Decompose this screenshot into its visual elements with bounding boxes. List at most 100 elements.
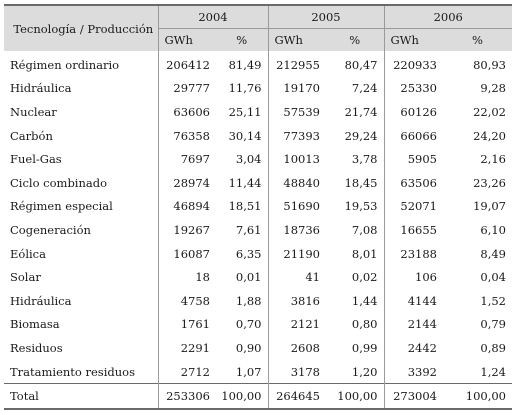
cell-gwh: 2608 [290,340,320,355]
cell-gwh: 253306 [158,383,216,410]
header-label: Tecnología / Producción [4,4,159,51]
cell-percent: 7,08 [326,218,385,242]
cell-percent: 100,00 [443,383,512,410]
table-row: Cogeneración 19267 7,61 18736 7,08 16655 6,10 [4,218,512,242]
unit-pct-2006: % [443,28,512,51]
cell-gwh: 18736 [283,222,320,237]
cell-percent: 0,79 [480,317,506,332]
cell-gwh: 7697 [180,152,210,167]
year-2005-header: 2005 [268,4,385,29]
cell-gwh: 206412 [166,57,210,72]
cell-gwh: 2442 [407,340,437,355]
unit-gwh-2004: GWh [158,28,216,51]
table-row: Hidráulica 4758 1,88 3816 1,44 4144 1,52 [4,288,512,313]
cell-gwh: 4758 [180,293,210,308]
cell-percent: 6,35 [216,241,269,266]
row-label: Total [4,383,159,410]
cell-gwh: 273004 [384,383,443,410]
row-label: Nuclear [4,100,159,124]
cell-gwh: 41 [305,270,320,285]
cell-gwh: 3178 [290,364,320,379]
cell-percent: 2,16 [480,152,506,167]
cell-gwh: 16655 [400,222,437,237]
cell-percent: 0,01 [216,265,269,289]
row-label: Residuos [4,336,159,360]
cell-gwh: 25330 [400,81,437,96]
cell-percent: 1,24 [480,364,506,379]
cell-gwh: 2144 [407,317,437,332]
row-label: Fuel-Gas [4,147,159,171]
table-row: Solar 18 0,01 41 0,02 106 0,04 [4,265,512,289]
cell-gwh: 4144 [407,293,437,308]
cell-gwh: 2291 [180,340,210,355]
cell-percent: 0,02 [326,265,385,289]
cell-percent: 19,53 [326,194,385,219]
table-row: Biomasa 1761 0,70 2121 0,80 2144 0,79 [4,312,512,337]
cell-gwh: 220933 [393,57,437,72]
cell-gwh: 5905 [407,152,437,167]
cell-percent: 8,49 [480,246,506,261]
cell-percent: 19,07 [473,199,506,214]
table-row: Fuel-Gas 7697 3,04 10013 3,78 5905 2,16 [4,147,512,171]
cell-percent: 1,88 [216,288,269,313]
row-label: Eólica [4,241,159,266]
cell-percent: 18,45 [326,170,385,195]
cell-percent: 6,10 [480,222,506,237]
table-row: Total 253306 100,00 264645 100,00 273004 100,0… [4,383,512,410]
cell-gwh: 23188 [400,246,437,261]
row-label: Solar [4,265,159,289]
cell-gwh: 51690 [283,199,320,214]
cell-percent: 0,04 [480,270,506,285]
cell-percent: 0,90 [216,336,269,360]
cell-gwh: 18 [195,270,210,285]
cell-percent: 1,20 [326,359,385,384]
row-label: Ciclo combinado [4,170,159,195]
cell-gwh: 63506 [400,175,437,190]
cell-gwh: 212955 [276,57,320,72]
cell-percent: 0,89 [480,340,506,355]
year-2006-header: 2006 [384,4,512,29]
table-header: Tecnología / Producción 2004 2005 2006 G… [4,4,512,51]
cell-percent: 81,49 [216,51,269,77]
cell-percent: 80,47 [326,51,385,77]
table-row: Carbón 76358 30,14 77393 29,24 66066 24,20 [4,123,512,148]
row-label: Cogeneración [4,218,159,242]
table-row: Residuos 2291 0,90 2608 0,99 2442 0,89 [4,336,512,360]
cell-percent: 0,70 [216,312,269,337]
cell-gwh: 1761 [180,317,210,332]
cell-gwh: 76358 [173,128,210,143]
cell-percent: 8,01 [326,241,385,266]
cell-percent: 0,80 [326,312,385,337]
cell-gwh: 63606 [173,104,210,119]
cell-percent: 0,99 [326,336,385,360]
production-table: Tecnología / Producción 2004 2005 2006 G… [4,4,512,410]
cell-percent: 100,00 [216,383,269,410]
cell-percent: 25,11 [216,100,269,124]
cell-gwh: 10013 [283,152,320,167]
table-body: Régimen ordinario 206412 81,49 212955 80,47 2… [4,51,512,410]
cell-percent: 1,44 [326,288,385,313]
cell-gwh: 19170 [283,81,320,96]
row-label: Biomasa [4,312,159,337]
cell-percent: 3,78 [326,147,385,171]
cell-percent: 9,28 [480,81,506,96]
table-row: Ciclo combinado 28974 11,44 48840 18,45 63506… [4,170,512,195]
cell-percent: 7,24 [326,76,385,101]
cell-gwh: 2121 [290,317,320,332]
cell-percent: 11,76 [216,76,269,101]
row-label: Tratamiento residuos [4,359,159,384]
cell-percent: 100,00 [326,383,385,410]
table-row: Hidráulica 29777 11,76 19170 7,24 25330 9,28 [4,76,512,101]
table-row: Tratamiento residuos 2712 1,07 3178 1,20 3392… [4,359,512,384]
cell-gwh: 29777 [173,81,210,96]
unit-gwh-2006: GWh [384,28,443,51]
cell-gwh: 77393 [283,128,320,143]
cell-gwh: 2712 [180,364,210,379]
row-label: Régimen ordinario [4,51,159,77]
unit-gwh-2005: GWh [268,28,326,51]
table-row: Régimen ordinario 206412 81,49 212955 80,47 2… [4,51,512,77]
cell-percent: 80,93 [473,57,506,72]
cell-gwh: 3392 [407,364,437,379]
unit-pct-2004: % [216,28,269,51]
